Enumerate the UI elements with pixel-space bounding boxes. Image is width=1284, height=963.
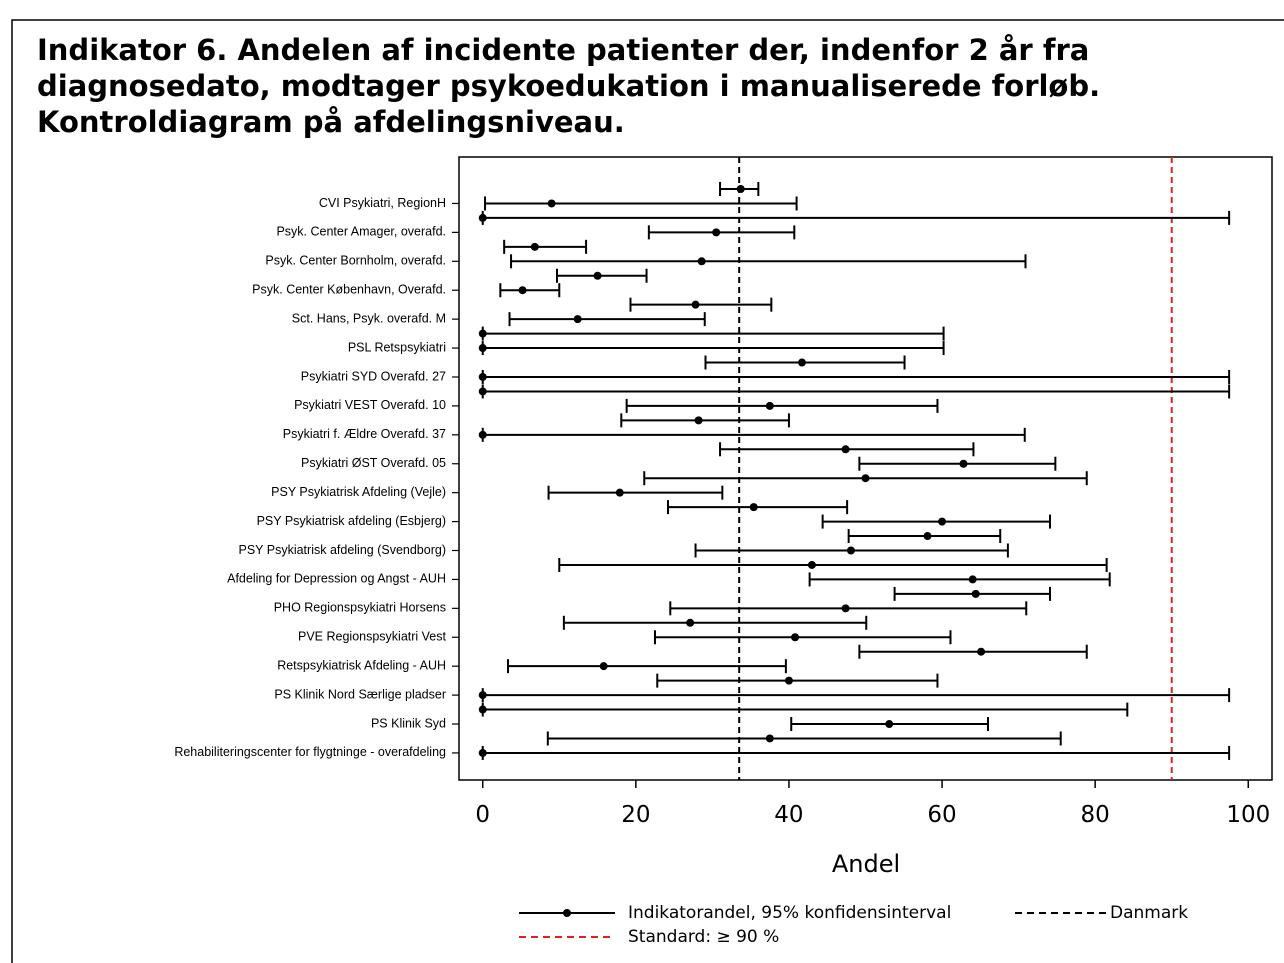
point xyxy=(977,647,986,656)
point xyxy=(478,213,487,222)
point xyxy=(599,662,608,671)
point xyxy=(691,300,700,309)
y-tick-label: Psykiatri ØST Overafd. 05 xyxy=(301,456,446,470)
y-tick-label: PSY Psykiatrisk afdeling (Esbjerg) xyxy=(257,514,446,528)
y-tick-label: CVI Psykiatri, RegionH xyxy=(319,196,446,210)
y-tick-label: Rehabiliteringscenter for flygtninge - o… xyxy=(174,745,446,759)
point xyxy=(518,286,527,295)
legend-swatch xyxy=(563,909,571,917)
point xyxy=(478,691,487,700)
x-axis-label: Andel xyxy=(832,850,900,878)
point xyxy=(885,720,894,729)
point xyxy=(923,532,932,541)
point xyxy=(797,358,806,367)
point xyxy=(697,257,706,266)
x-tick-label: 20 xyxy=(621,802,650,828)
point xyxy=(686,618,695,627)
y-tick-label: Psyk. Center Amager, overafd. xyxy=(276,225,446,239)
chart-title: Indikator 6. Andelen af incidente patien… xyxy=(37,33,1089,67)
point xyxy=(807,560,816,569)
y-tick-label: PSY Psykiatrisk Afdeling (Vejle) xyxy=(271,485,446,499)
point xyxy=(765,734,774,743)
legend-label: Indikatorandel, 95% konfidensinterval xyxy=(628,903,951,923)
point xyxy=(861,474,870,483)
y-tick-label: PS Klinik Syd xyxy=(371,716,446,730)
point xyxy=(478,387,487,396)
point xyxy=(968,575,977,584)
point xyxy=(478,329,487,338)
point xyxy=(478,372,487,381)
point xyxy=(938,517,947,526)
point xyxy=(749,503,758,512)
y-tick-label: Afdeling for Depression og Angst - AUH xyxy=(227,572,446,586)
point xyxy=(765,401,774,410)
plot-area xyxy=(458,156,1273,781)
y-tick-label: Sct. Hans, Psyk. overafd. M xyxy=(292,311,446,325)
y-tick-label: PVE Regionspsykiatri Vest xyxy=(298,630,447,644)
point xyxy=(694,416,703,425)
y-tick-label: PSY Psykiatrisk afdeling (Svendborg) xyxy=(238,543,446,557)
point xyxy=(615,488,624,497)
point xyxy=(478,344,487,353)
x-tick-label: 40 xyxy=(774,802,803,828)
legend-label: Danmark xyxy=(1110,903,1188,923)
x-tick-label: 60 xyxy=(927,802,956,828)
point xyxy=(530,242,539,251)
x-tick-label: 80 xyxy=(1081,802,1110,828)
legend-label: Standard: ≥ 90 % xyxy=(628,927,779,947)
point xyxy=(547,199,556,208)
y-tick-label: Psykiatri f. Ældre Overafd. 37 xyxy=(283,427,446,441)
point xyxy=(712,228,721,237)
x-tick-label: 0 xyxy=(475,802,490,828)
point xyxy=(478,430,487,439)
point xyxy=(841,445,850,454)
x-tick-label: 100 xyxy=(1226,802,1270,828)
y-tick-label: PHO Regionspsykiatri Horsens xyxy=(274,601,446,615)
point xyxy=(784,676,793,685)
point xyxy=(573,315,582,324)
y-tick-label: Retspsykiatrisk Afdeling - AUH xyxy=(277,658,446,672)
point xyxy=(478,705,487,714)
chart-title: diagnosedato, modtager psykoedukation i … xyxy=(37,69,1100,103)
point xyxy=(736,185,745,193)
y-tick-label: Psyk. Center Bornholm, overafd. xyxy=(265,254,446,268)
point xyxy=(478,748,487,757)
point xyxy=(971,589,980,598)
y-tick-label: PSL Retspsykiatri xyxy=(348,340,446,354)
point xyxy=(593,271,602,280)
point xyxy=(846,546,855,555)
y-tick-label: Psykiatri VEST Overafd. 10 xyxy=(294,398,446,412)
y-tick-label: PS Klinik Nord Særlige pladser xyxy=(274,687,446,701)
frame xyxy=(11,19,1284,963)
point xyxy=(959,459,968,468)
chart-title: Kontroldiagram på afdelingsniveau. xyxy=(37,105,625,139)
point xyxy=(841,604,850,613)
y-tick-label: Psykiatri SYD Overafd. 27 xyxy=(301,369,446,383)
point xyxy=(791,633,800,642)
y-tick-label: Psyk. Center København, Overafd. xyxy=(252,283,446,297)
